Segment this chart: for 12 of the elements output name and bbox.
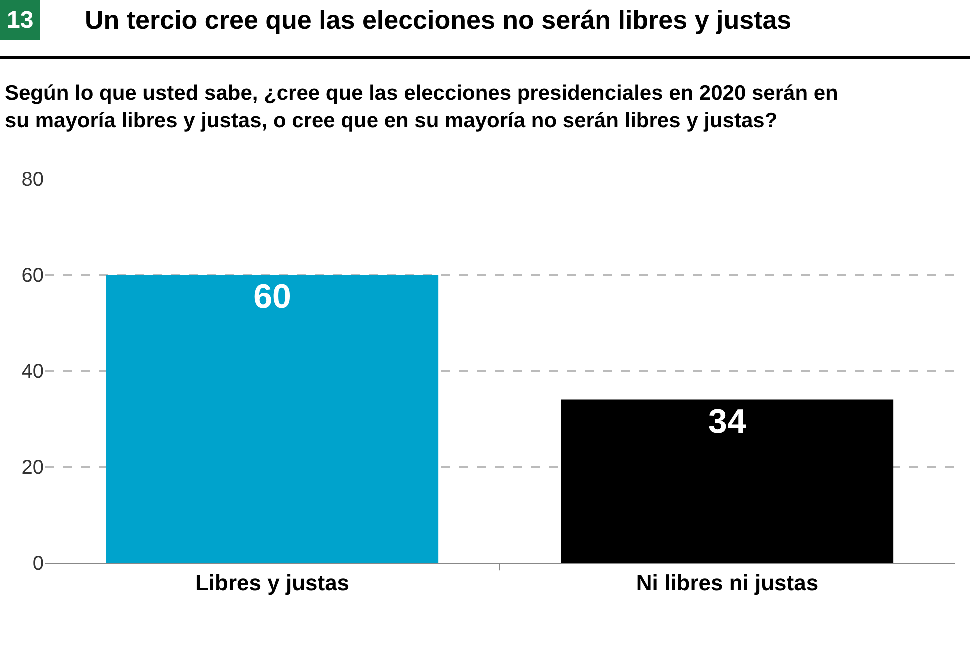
y-tick-label: 20 [22,457,44,479]
y-tick-label: 80 [22,169,44,191]
chart-title: Un tercio cree que las elecciones no serán libres y justas [85,5,792,36]
x-tick-label: Libres y justas [195,570,350,596]
y-tick-label: 60 [22,265,44,287]
data-label: 60 [254,278,292,316]
y-tick-label: 0 [32,553,44,575]
chart-subtitle: Según lo que usted sabe, ¿cree que las elecciones presidenciales en 2020 serán en su mayoría libres y justas, o cree que en su mayoría no serán libres y justas? [5,82,838,132]
text: 13 [7,7,34,34]
data-label: 34 [708,402,746,441]
x-tick-label: Ni libres ni justas [636,570,819,596]
y-tick-label: 40 [22,361,44,383]
